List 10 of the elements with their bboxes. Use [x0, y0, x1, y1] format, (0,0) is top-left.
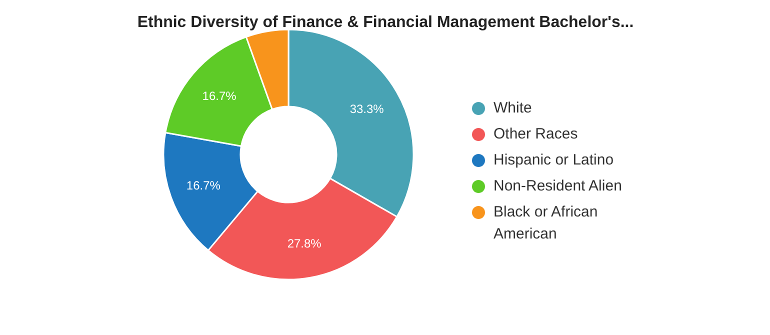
legend-label: Other Races: [494, 126, 578, 142]
legend-label: Non-Resident Alien: [494, 178, 622, 194]
data-label: 16.7%: [202, 89, 237, 104]
legend-label: Black or African American: [494, 204, 598, 243]
data-label: 33.3%: [350, 102, 384, 116]
legend-label: White: [494, 100, 532, 116]
data-label: 16.7%: [186, 178, 221, 192]
legend-label: Hispanic or Latino: [494, 152, 614, 168]
data-label: 27.8%: [287, 236, 322, 251]
chart-title: Ethnic Diversity of Finance & Financial Management Bachelor's...: [137, 14, 634, 31]
